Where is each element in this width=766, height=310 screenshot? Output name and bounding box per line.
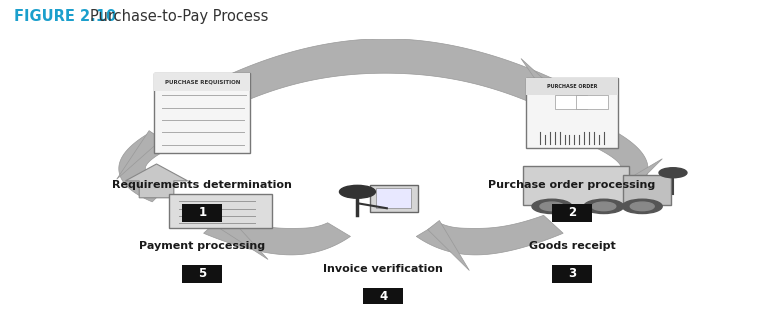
Text: PURCHASE ORDER: PURCHASE ORDER — [547, 84, 597, 89]
Polygon shape — [126, 164, 188, 198]
Polygon shape — [417, 215, 563, 255]
Polygon shape — [594, 132, 648, 202]
FancyBboxPatch shape — [526, 78, 617, 95]
Polygon shape — [116, 131, 162, 179]
Text: PURCHASE REQUISITION: PURCHASE REQUISITION — [165, 79, 240, 84]
FancyBboxPatch shape — [182, 204, 222, 222]
FancyBboxPatch shape — [369, 185, 418, 212]
Text: 5: 5 — [198, 267, 206, 280]
Text: Requirements determination: Requirements determination — [113, 180, 292, 190]
Polygon shape — [427, 220, 470, 271]
Text: Purchase order processing: Purchase order processing — [488, 180, 656, 190]
Text: Purchase-to-Pay Process: Purchase-to-Pay Process — [90, 9, 269, 24]
FancyBboxPatch shape — [376, 188, 411, 208]
Circle shape — [630, 202, 654, 211]
Text: Invoice verification: Invoice verification — [323, 264, 444, 274]
FancyBboxPatch shape — [182, 264, 222, 283]
Text: Goods receipt: Goods receipt — [529, 241, 615, 251]
Circle shape — [532, 199, 572, 214]
Circle shape — [592, 202, 616, 211]
FancyBboxPatch shape — [154, 73, 250, 153]
FancyBboxPatch shape — [623, 175, 671, 205]
Circle shape — [584, 199, 624, 214]
FancyBboxPatch shape — [577, 95, 608, 109]
Text: Payment processing: Payment processing — [139, 241, 265, 251]
Text: 2: 2 — [568, 206, 576, 219]
Circle shape — [622, 199, 662, 214]
Circle shape — [659, 168, 687, 178]
FancyBboxPatch shape — [555, 95, 588, 109]
FancyBboxPatch shape — [552, 204, 592, 222]
FancyBboxPatch shape — [169, 194, 273, 228]
Text: FIGURE 2.10: FIGURE 2.10 — [14, 9, 116, 24]
Text: 1: 1 — [198, 206, 206, 219]
Polygon shape — [214, 216, 268, 259]
Polygon shape — [521, 59, 572, 121]
Polygon shape — [605, 159, 663, 200]
Circle shape — [339, 185, 375, 198]
Polygon shape — [119, 132, 172, 202]
FancyBboxPatch shape — [363, 288, 404, 306]
Circle shape — [540, 202, 564, 211]
FancyBboxPatch shape — [523, 166, 629, 205]
Text: 3: 3 — [568, 267, 576, 280]
FancyBboxPatch shape — [552, 264, 592, 283]
Polygon shape — [204, 215, 350, 255]
FancyBboxPatch shape — [154, 73, 250, 91]
Text: 4: 4 — [379, 290, 388, 303]
FancyBboxPatch shape — [526, 78, 617, 148]
Polygon shape — [188, 39, 586, 115]
